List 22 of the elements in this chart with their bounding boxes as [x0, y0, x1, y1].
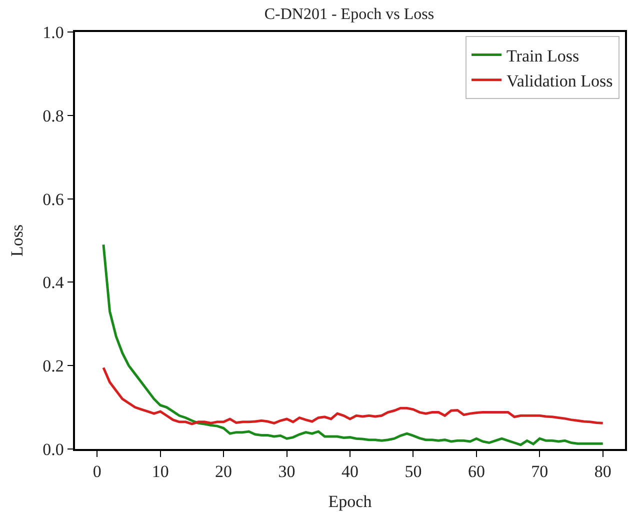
line-series — [102, 366, 604, 426]
y-tick-label: 1.0 — [42, 22, 64, 42]
x-tick-label: 40 — [342, 462, 358, 482]
y-axis-title: Loss — [8, 224, 27, 257]
x-tick-label: 70 — [531, 462, 548, 482]
line-series — [102, 243, 604, 446]
x-tick-label: 80 — [594, 462, 612, 482]
x-axis-title: Epoch — [328, 492, 372, 512]
legend-label: Validation Loss — [506, 71, 613, 90]
y-tick-label: 0.6 — [42, 190, 64, 209]
x-tick-label: 10 — [152, 462, 169, 482]
x-tick-label: 30 — [278, 462, 296, 482]
y-tick-label: 0.8 — [42, 106, 64, 126]
x-tick-label: 60 — [468, 462, 485, 482]
y-tick-label: 0.0 — [42, 440, 64, 459]
chart-title: C-DN201 - Epoch vs Loss — [264, 6, 434, 23]
y-tick-label: 0.4 — [42, 273, 64, 292]
legend-label: Train Loss — [506, 46, 580, 66]
x-tick-label: 0 — [92, 462, 102, 482]
x-tick-label: 20 — [215, 462, 232, 482]
y-tick-label: 0.2 — [42, 356, 64, 376]
x-tick-label: 50 — [404, 462, 422, 482]
